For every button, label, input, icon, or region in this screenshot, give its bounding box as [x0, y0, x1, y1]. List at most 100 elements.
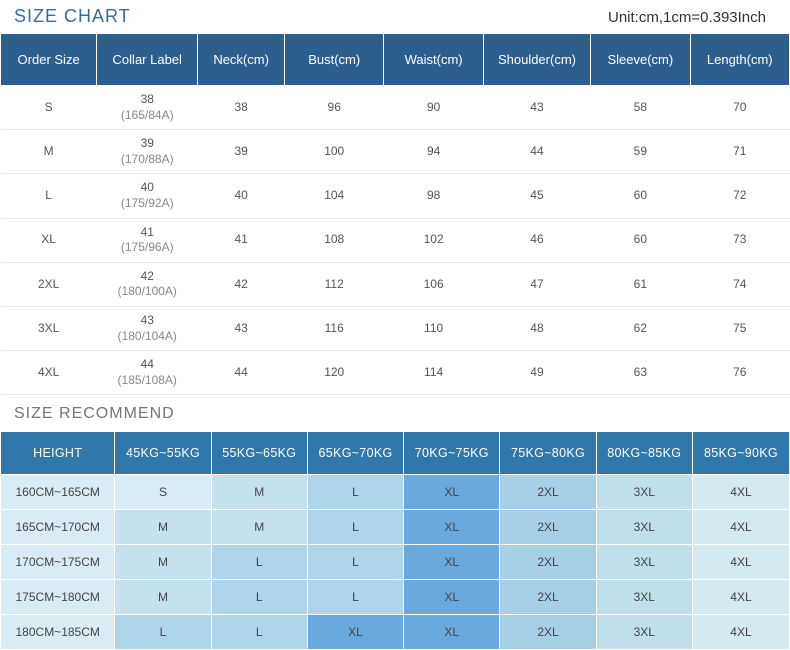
size-chart-cell: 100 [285, 130, 384, 174]
size-chart-cell: 41(175/96A) [97, 218, 198, 262]
size-chart-col-header: Waist(cm) [384, 34, 483, 86]
recommend-col-header: 85KG~90KG [692, 432, 789, 475]
size-chart-row: 3XL43(180/104A)43116110486275 [1, 306, 790, 350]
size-chart-cell: 75 [690, 306, 789, 350]
recommend-cell: L [211, 545, 307, 580]
size-chart-cell: 44 [483, 130, 590, 174]
recommend-cell: 4XL [692, 510, 789, 545]
size-chart-cell: 94 [384, 130, 483, 174]
size-chart-cell: S [1, 86, 97, 130]
recommend-cell: 3XL [596, 510, 692, 545]
size-chart-cell: 43(180/104A) [97, 306, 198, 350]
size-chart-cell: 38 [198, 86, 285, 130]
recommend-cell: 3XL [596, 615, 692, 650]
recommend-col-header: 75KG~80KG [500, 432, 596, 475]
recommend-col-header: 45KG~55KG [115, 432, 211, 475]
size-chart-title: SIZE CHART [14, 6, 131, 27]
recommend-cell: 4XL [692, 545, 789, 580]
size-chart-cell: 96 [285, 86, 384, 130]
recommend-row-label: 165CM~170CM [1, 510, 115, 545]
size-chart-col-header: Sleeve(cm) [591, 34, 690, 86]
recommend-col-header: 80KG~85KG [596, 432, 692, 475]
size-chart-cell: 40 [198, 174, 285, 218]
recommend-cell: XL [404, 615, 500, 650]
size-chart-cell: 72 [690, 174, 789, 218]
size-chart-cell: 43 [198, 306, 285, 350]
recommend-cell: XL [404, 475, 500, 510]
recommend-row-label: 175CM~180CM [1, 580, 115, 615]
recommend-row: 170CM~175CMMLLXL2XL3XL4XL [1, 545, 790, 580]
size-chart-row: 2XL42(180/100A)42112106476174 [1, 262, 790, 306]
size-chart-cell: 49 [483, 351, 590, 395]
recommend-row: 175CM~180CMMLLXL2XL3XL4XL [1, 580, 790, 615]
recommend-cell: 2XL [500, 615, 596, 650]
recommend-cell: XL [404, 580, 500, 615]
size-chart-col-header: Order Size [1, 34, 97, 86]
recommend-row: 160CM~165CMSMLXL2XL3XL4XL [1, 475, 790, 510]
size-chart-cell: 120 [285, 351, 384, 395]
recommend-cell: 4XL [692, 475, 789, 510]
size-chart-row: M39(170/88A)3910094445971 [1, 130, 790, 174]
size-chart-cell: 63 [591, 351, 690, 395]
size-chart-header: SIZE CHART Unit:cm,1cm=0.393Inch [0, 0, 790, 33]
size-chart-cell: 4XL [1, 351, 97, 395]
size-chart-cell: 71 [690, 130, 789, 174]
size-chart-row: L40(175/92A)4010498456072 [1, 174, 790, 218]
recommend-row: 165CM~170CMMMLXL2XL3XL4XL [1, 510, 790, 545]
recommend-row-label: 180CM~185CM [1, 615, 115, 650]
recommend-col-header: HEIGHT [1, 432, 115, 475]
recommend-col-header: 65KG~70KG [307, 432, 403, 475]
recommend-cell: L [307, 545, 403, 580]
recommend-cell: 3XL [596, 580, 692, 615]
size-chart-row: S38(165/84A)389690435870 [1, 86, 790, 130]
size-chart-cell: 44 [198, 351, 285, 395]
size-chart-cell: 46 [483, 218, 590, 262]
size-chart-cell: 62 [591, 306, 690, 350]
size-chart-cell: 110 [384, 306, 483, 350]
size-chart-cell: XL [1, 218, 97, 262]
size-chart-cell: 58 [591, 86, 690, 130]
size-chart-col-header: Bust(cm) [285, 34, 384, 86]
size-chart-cell: 44(185/108A) [97, 351, 198, 395]
size-chart-cell: 112 [285, 262, 384, 306]
recommend-cell: 2XL [500, 510, 596, 545]
recommend-row-label: 160CM~165CM [1, 475, 115, 510]
recommend-cell: XL [307, 615, 403, 650]
recommend-cell: 3XL [596, 545, 692, 580]
recommend-cell: 4XL [692, 615, 789, 650]
size-chart-cell: 98 [384, 174, 483, 218]
size-chart-cell: 74 [690, 262, 789, 306]
recommend-cell: 2XL [500, 545, 596, 580]
size-chart-row: 4XL44(185/108A)44120114496376 [1, 351, 790, 395]
size-chart-cell: 104 [285, 174, 384, 218]
size-recommend-title: SIZE RECOMMEND [0, 395, 790, 431]
size-chart-cell: 45 [483, 174, 590, 218]
size-chart-cell: 38(165/84A) [97, 86, 198, 130]
recommend-cell: 2XL [500, 580, 596, 615]
size-chart-cell: 116 [285, 306, 384, 350]
size-chart-cell: 60 [591, 218, 690, 262]
size-chart-cell: 42(180/100A) [97, 262, 198, 306]
recommend-cell: XL [404, 545, 500, 580]
recommend-cell: L [307, 580, 403, 615]
size-chart-cell: 61 [591, 262, 690, 306]
size-recommend-table: HEIGHT45KG~55KG55KG~65KG65KG~70KG70KG~75… [0, 431, 790, 650]
recommend-cell: S [115, 475, 211, 510]
size-chart-cell: 39 [198, 130, 285, 174]
size-chart-cell: M [1, 130, 97, 174]
size-chart-cell: 114 [384, 351, 483, 395]
recommend-col-header: 55KG~65KG [211, 432, 307, 475]
size-chart-cell: 102 [384, 218, 483, 262]
size-chart-cell: 76 [690, 351, 789, 395]
recommend-cell: L [307, 510, 403, 545]
recommend-cell: 4XL [692, 580, 789, 615]
recommend-col-header: 70KG~75KG [404, 432, 500, 475]
size-chart-table: Order SizeCollar LabelNeck(cm)Bust(cm)Wa… [0, 33, 790, 395]
recommend-cell: M [115, 545, 211, 580]
recommend-cell: L [115, 615, 211, 650]
size-chart-cell: L [1, 174, 97, 218]
recommend-cell: L [211, 580, 307, 615]
size-chart-cell: 73 [690, 218, 789, 262]
recommend-row-label: 170CM~175CM [1, 545, 115, 580]
size-chart-cell: 90 [384, 86, 483, 130]
